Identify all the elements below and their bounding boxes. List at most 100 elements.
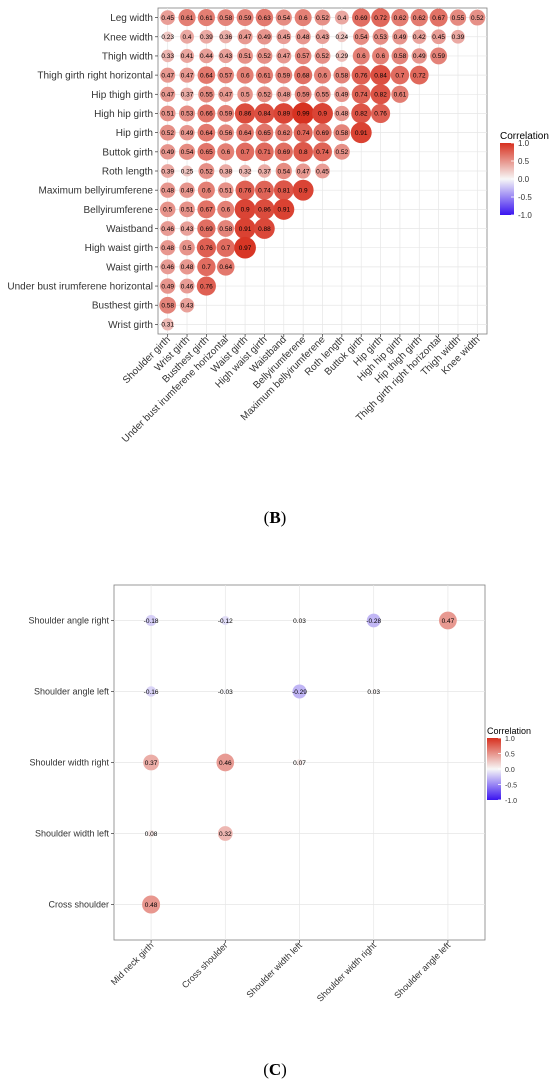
correlation-value-label: 0.47 (277, 53, 290, 60)
correlation-circle (371, 689, 376, 694)
correlation-value-label: 0.52 (161, 130, 174, 137)
correlation-circle (295, 163, 311, 179)
correlation-circle (197, 123, 216, 142)
correlation-value-label: 0.76 (239, 187, 252, 194)
correlation-value-label: 0.67 (432, 15, 445, 22)
correlation-value-label: 0.65 (258, 130, 271, 137)
correlation-circle (449, 9, 467, 26)
correlation-value-label: 0.48 (336, 111, 349, 118)
correlation-circle (197, 8, 215, 27)
caption-letter-b: B (269, 508, 281, 527)
correlation-circle (273, 198, 295, 220)
correlation-value-label: 0.43 (316, 34, 329, 41)
correlation-circle (181, 165, 193, 177)
correlation-value-label: 0.33 (161, 53, 174, 60)
correlation-value-label: 0.58 (219, 226, 232, 233)
correlation-value-label: 0.56 (219, 130, 232, 137)
correlation-value-label: 0.43 (181, 303, 194, 310)
y-tick-label: Shoulder width left (35, 829, 110, 839)
correlation-value-label: 0.49 (161, 283, 174, 290)
correlation-circle (236, 9, 254, 27)
correlation-value-label: 0.76 (355, 72, 368, 79)
correlation-value-label: 0.52 (258, 92, 271, 99)
correlation-circle (159, 201, 176, 218)
correlation-value-label: 0.72 (413, 72, 426, 79)
correlation-value-label: 0.66 (200, 111, 213, 118)
correlation-value-label: 0.5 (241, 92, 250, 99)
correlation-circle (333, 124, 351, 142)
correlation-value-label: 0.82 (374, 92, 387, 99)
correlation-circle (315, 163, 330, 179)
correlation-circle (179, 221, 195, 236)
correlation-value-label: 0.69 (355, 15, 368, 22)
correlation-circle (159, 105, 176, 122)
correlation-value-label: 0.45 (161, 15, 174, 22)
correlation-value-label: 0.62 (277, 130, 290, 137)
correlation-circle (160, 259, 176, 275)
correlation-circle (314, 48, 331, 64)
correlation-circle (197, 104, 216, 123)
correlation-circle (315, 29, 330, 44)
correlation-circle (142, 895, 161, 914)
correlation-value-label: 0.52 (471, 15, 484, 22)
correlation-circle (217, 182, 234, 199)
correlation-value-label: 0.47 (181, 72, 194, 79)
correlation-value-label: 0.49 (181, 187, 194, 194)
correlation-circle (274, 142, 293, 161)
correlation-circle (236, 66, 254, 84)
correlation-circle (410, 8, 428, 27)
correlation-circle (350, 122, 372, 144)
correlation-value-label: 0.58 (394, 53, 407, 60)
correlation-circle (429, 8, 448, 27)
correlation-value-label: 0.37 (181, 92, 194, 99)
correlation-value-label: 0.9 (241, 207, 250, 214)
correlation-circle (390, 65, 410, 85)
correlation-value-label: -0.18 (144, 618, 159, 625)
correlation-value-label: 0.36 (219, 34, 232, 41)
correlation-circle (162, 31, 173, 43)
correlation-value-label: 0.55 (316, 92, 329, 99)
correlation-value-label: 0.07 (293, 760, 306, 767)
caption-letter-c: C (268, 1060, 282, 1079)
correlation-value-label: 0.7 (241, 149, 250, 156)
correlation-value-label: 0.6 (299, 15, 308, 22)
correlation-circle (294, 47, 312, 65)
correlation-circle (160, 67, 176, 83)
correlation-circle (312, 103, 333, 124)
correlation-value-label: 0.69 (316, 130, 329, 137)
x-tick-label: Shoulder width right (315, 940, 379, 1004)
panel-caption-c: (C) (263, 1060, 287, 1079)
correlation-value-label: 0.47 (219, 92, 232, 99)
correlation-circle (217, 9, 235, 26)
correlation-circle (293, 141, 313, 162)
correlation-circle (314, 9, 331, 26)
y-tick-label: Leg width (110, 13, 153, 24)
correlation-circle (469, 9, 486, 26)
correlation-circle (218, 164, 233, 178)
correlation-circle (179, 48, 195, 63)
legend-colorbar (487, 738, 501, 800)
correlation-circle (198, 86, 215, 103)
correlation-value-label: 0.84 (258, 111, 271, 118)
correlation-circle (336, 31, 348, 43)
correlation-value-label: -0.16 (144, 689, 159, 696)
correlation-circle (412, 29, 427, 44)
correlation-value-label: 0.46 (219, 760, 232, 767)
correlation-value-label: 0.6 (241, 72, 250, 79)
correlation-value-label: 0.4 (183, 34, 192, 41)
correlation-circle (147, 829, 155, 838)
correlation-value-label: 0.45 (432, 34, 445, 41)
correlation-value-label: 0.59 (277, 72, 290, 79)
y-tick-label: Buttok girth (102, 147, 153, 158)
correlation-circle (161, 318, 174, 331)
y-tick-label: Thigh width (102, 51, 153, 62)
correlation-value-label: 0.64 (219, 264, 232, 271)
correlation-value-label: 0.54 (277, 15, 290, 22)
correlation-value-label: 0.41 (181, 53, 194, 60)
correlation-value-label: 0.39 (161, 168, 174, 175)
correlation-circle (411, 48, 427, 64)
y-tick-label: Thigh girth right horizontal (37, 71, 153, 82)
correlation-value-label: 0.43 (219, 53, 232, 60)
